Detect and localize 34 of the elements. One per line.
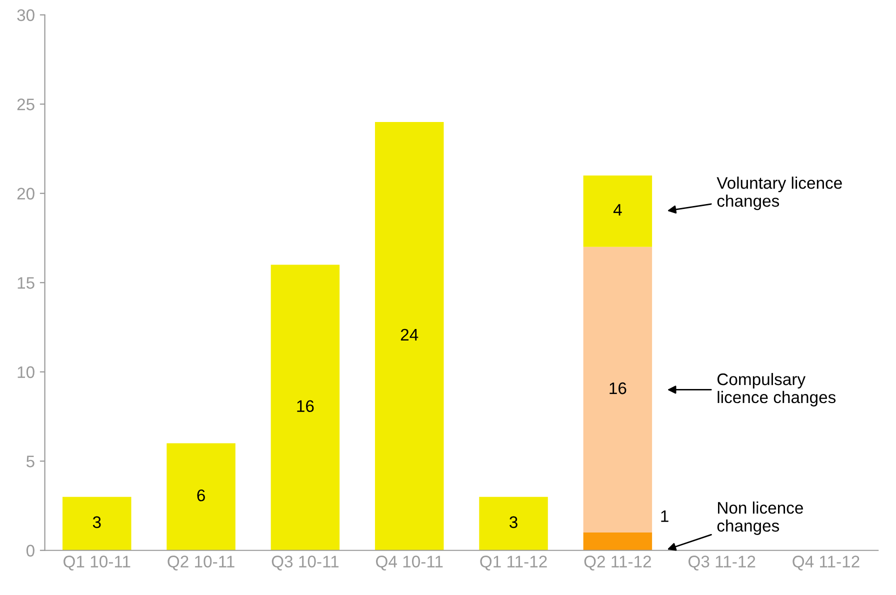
x-tick-label: Q2 11-12 [584, 556, 651, 570]
bar [270, 264, 340, 550]
data-label: 4 [613, 204, 622, 216]
data-label: 1 [661, 510, 668, 522]
y-tick-label: 30 [17, 9, 34, 22]
data-label: 3 [510, 516, 518, 528]
x-tick-label: Q2 10-11 [168, 556, 234, 570]
bar [583, 532, 652, 550]
bar [166, 443, 236, 550]
x-tick-label: Q1 11-12 [480, 556, 547, 570]
y-tick-label: 15 [18, 277, 34, 289]
x-tick-label: Q3 11-12 [688, 556, 756, 570]
x-tick-label: Q1 10-11 [64, 556, 130, 570]
text: Voluntary licence changes [716, 176, 842, 210]
bar [374, 122, 444, 550]
y-tick-label: 5 [26, 456, 34, 468]
y-tick-label: 0 [26, 544, 34, 557]
x-tick-label: Q4 11-12 [792, 556, 860, 570]
data-label: 16 [610, 382, 626, 394]
data-label: 6 [197, 489, 205, 502]
bar [583, 246, 652, 533]
x-tick-label: Q3 10-11 [272, 556, 339, 570]
y-tick-label: 10 [18, 366, 34, 378]
data-label: 16 [297, 400, 314, 412]
y-tick-label: 25 [17, 98, 34, 110]
y-tick-label: 20 [17, 188, 34, 200]
bar [583, 176, 652, 247]
x-tick-label: Q4 10-11 [376, 556, 443, 570]
bar [479, 496, 548, 550]
bar [62, 496, 132, 550]
data-label: 3 [92, 516, 101, 528]
text: Non licence changes [717, 502, 803, 535]
data-label: 24 [400, 328, 418, 340]
text: Compulsary licence changes [717, 372, 836, 406]
